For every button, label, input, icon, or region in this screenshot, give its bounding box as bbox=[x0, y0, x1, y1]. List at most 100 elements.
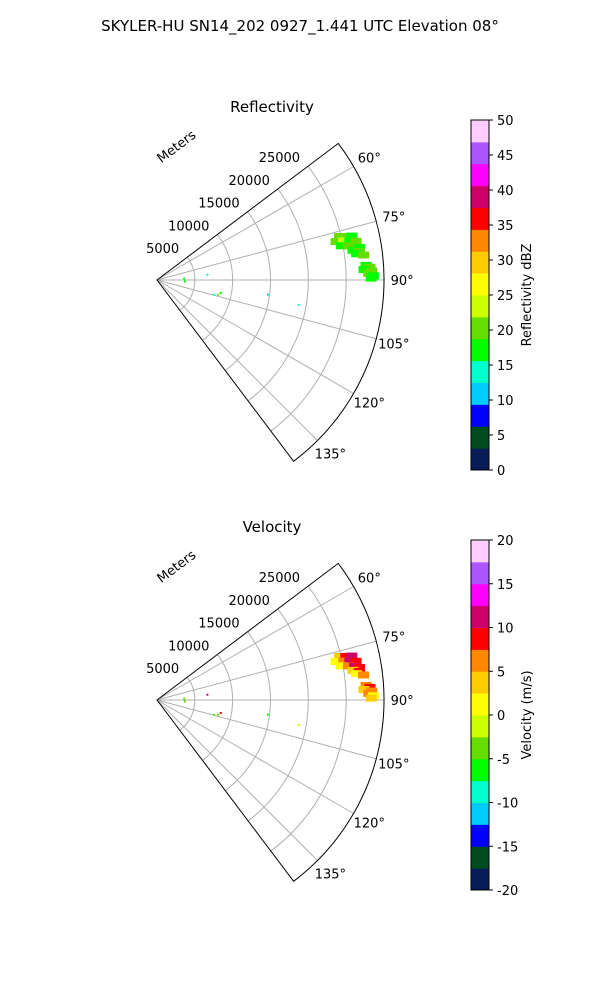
colorbar-label: Velocity (m/s) bbox=[520, 670, 535, 759]
echo-gate bbox=[217, 293, 220, 296]
colorbar-segment bbox=[471, 758, 489, 782]
echo-gate bbox=[344, 657, 356, 665]
colorbar-segment bbox=[471, 868, 489, 891]
echo-gate bbox=[364, 263, 376, 271]
colorbar-tick-label: 50 bbox=[497, 114, 514, 129]
azimuth-spoke-60 bbox=[156, 586, 354, 701]
colorbar-tick-label: 35 bbox=[497, 219, 514, 234]
colorbar-tick-label: 45 bbox=[497, 149, 514, 164]
range-ring-10000 bbox=[202, 654, 234, 761]
echo-gate bbox=[358, 251, 370, 259]
azimuth-spoke-105 bbox=[156, 699, 377, 760]
radial-tick-label: 25000 bbox=[259, 571, 300, 586]
colorbar-segment bbox=[471, 120, 489, 143]
colorbar-tick-label: -10 bbox=[497, 797, 518, 812]
azimuth-spoke-60 bbox=[156, 166, 354, 281]
colorbar-segment bbox=[471, 229, 489, 252]
echo-gate bbox=[353, 244, 365, 252]
range-ring-25000 bbox=[270, 165, 347, 432]
echo-gate bbox=[297, 303, 300, 306]
echo-gate bbox=[364, 683, 376, 691]
azimuth-spoke-135 bbox=[156, 699, 318, 861]
echo-gate bbox=[340, 232, 352, 240]
colorbar-segment bbox=[471, 382, 489, 405]
colorbar-segment bbox=[471, 163, 489, 187]
colorbar-tick-label: 20 bbox=[497, 534, 514, 549]
range-ring-10000 bbox=[202, 234, 234, 341]
echo-gate bbox=[342, 662, 354, 670]
range-ring-5000 bbox=[179, 256, 196, 311]
azimuth-spoke-120 bbox=[156, 279, 354, 394]
echo-gate bbox=[338, 657, 350, 665]
angle-tick-label: 105° bbox=[378, 337, 409, 352]
colorbar-tick-label: 30 bbox=[497, 254, 514, 269]
echo-gate bbox=[344, 237, 356, 245]
echo-gate bbox=[206, 273, 209, 276]
panel-reflectivity: Reflectivity 5000 10000 15000 20000 25000 Mete… bbox=[146, 98, 535, 479]
echo-gate bbox=[350, 657, 362, 665]
colorbar-segment bbox=[471, 207, 489, 230]
colorbar-segment bbox=[471, 316, 489, 340]
angle-tick-label: 90° bbox=[391, 694, 414, 709]
echo-gate bbox=[336, 662, 348, 670]
colorbar-segment bbox=[471, 251, 489, 274]
sector-outline bbox=[156, 562, 385, 882]
colorbar-segment bbox=[471, 561, 489, 585]
figure-title: SKYLER-HU SN14_202 0927_1.441 UTC Elevat… bbox=[101, 17, 499, 35]
radial-tick-label: 10000 bbox=[168, 639, 209, 654]
colorbar-segment bbox=[471, 273, 489, 296]
azimuth-spoke-135 bbox=[156, 279, 318, 441]
colorbar-segment bbox=[471, 715, 489, 738]
angle-tick-label: 75° bbox=[382, 211, 405, 226]
colorbar-segment bbox=[471, 338, 489, 362]
colorbar-segment bbox=[471, 404, 489, 427]
colorbar-tick-label: -5 bbox=[497, 753, 510, 768]
echo-gate bbox=[267, 293, 270, 296]
colorbar-segment bbox=[471, 671, 489, 694]
echo-gate bbox=[353, 664, 365, 672]
colorbar-segment bbox=[471, 846, 489, 869]
angle-tick-label: 105° bbox=[378, 757, 409, 772]
echo-gate bbox=[297, 723, 300, 726]
radial-axis-label: Meters bbox=[155, 128, 200, 167]
echo-gate bbox=[342, 242, 354, 250]
colorbar-segment bbox=[471, 141, 489, 165]
panel-title: Velocity bbox=[243, 518, 302, 536]
range-ring-5000 bbox=[179, 676, 196, 731]
colorbar-segment bbox=[471, 540, 489, 563]
echo-gate bbox=[338, 237, 350, 245]
echo-gate bbox=[183, 277, 186, 280]
colorbar-tick-label: 0 bbox=[497, 464, 505, 479]
angle-tick-label: 135° bbox=[315, 867, 346, 882]
sector-outline bbox=[156, 142, 385, 462]
colorbar-segment bbox=[471, 185, 489, 208]
radial-tick-label: 5000 bbox=[146, 242, 179, 257]
echo-gate bbox=[183, 280, 186, 283]
colorbar-tick-label: -20 bbox=[497, 884, 518, 899]
range-ring-20000 bbox=[247, 608, 309, 822]
range-ring-20000 bbox=[247, 188, 309, 402]
echo-gate bbox=[365, 694, 377, 702]
colorbar-segment bbox=[471, 693, 489, 716]
echo-gate bbox=[330, 658, 342, 666]
azimuth-spoke-120 bbox=[156, 699, 354, 814]
echo-gate bbox=[351, 250, 363, 258]
echo-gate bbox=[350, 237, 362, 245]
colorbar-tick-label: 10 bbox=[497, 394, 514, 409]
colorbar-segment bbox=[471, 360, 489, 383]
echo-gate bbox=[183, 697, 186, 700]
echo-gate bbox=[358, 686, 370, 694]
azimuth-spoke-75 bbox=[156, 220, 377, 281]
echo-gate bbox=[330, 238, 342, 246]
echo-gate bbox=[213, 293, 216, 296]
range-ring-25000 bbox=[270, 585, 347, 852]
colorbar-segment bbox=[471, 736, 489, 760]
azimuth-spoke-75 bbox=[156, 640, 377, 701]
angle-tick-label: 75° bbox=[382, 631, 405, 646]
colorbar-tick-label: 40 bbox=[497, 184, 514, 199]
echo-gate bbox=[340, 652, 352, 660]
radial-tick-label: 25000 bbox=[259, 151, 300, 166]
colorbar-tick-label: 5 bbox=[497, 665, 505, 680]
radial-tick-label: 20000 bbox=[229, 174, 270, 189]
echo-gate bbox=[217, 713, 220, 716]
